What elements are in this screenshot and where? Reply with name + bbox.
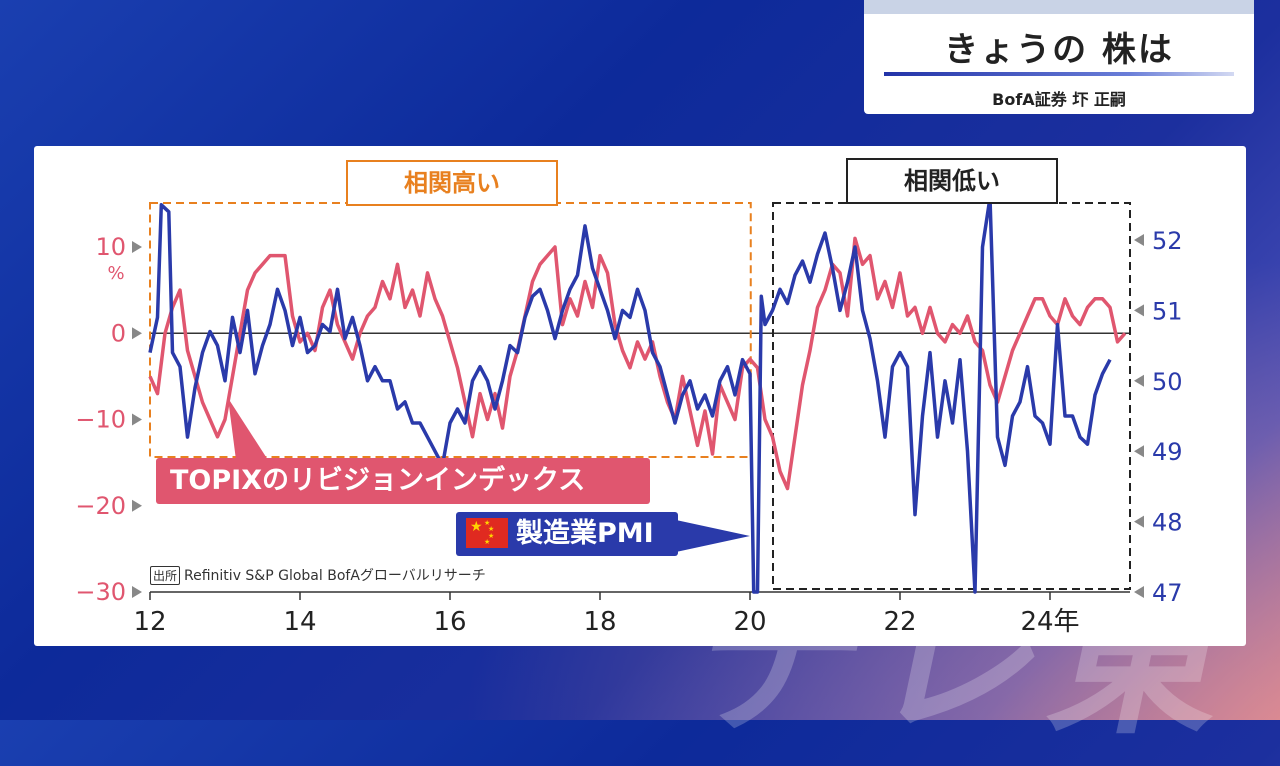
right-tick-marker bbox=[1134, 304, 1144, 317]
right-tick-marker bbox=[1134, 515, 1144, 528]
x-tick-label: 14 bbox=[283, 607, 316, 637]
left-tick-label: −20 bbox=[75, 492, 126, 520]
left-tick-label: 10 bbox=[95, 233, 126, 261]
topix-series-label: TOPIXのリビジョンインデックス bbox=[156, 458, 650, 504]
x-tick-label: 12 bbox=[133, 607, 166, 637]
left-tick-label: −30 bbox=[75, 578, 126, 606]
x-tick-label: 16 bbox=[433, 607, 466, 637]
right-tick-label: 50 bbox=[1152, 368, 1183, 396]
left-tick-marker bbox=[132, 327, 142, 340]
guest-name: BofA証券 圷 正嗣 bbox=[992, 90, 1126, 109]
source-tag: 出所 bbox=[150, 566, 181, 585]
program-title: きょうの 株は bbox=[944, 30, 1174, 70]
chart-card bbox=[34, 146, 1246, 646]
right-tick-label: 49 bbox=[1152, 438, 1183, 466]
right-tick-label: 52 bbox=[1152, 227, 1183, 255]
right-tick-label: 47 bbox=[1152, 579, 1183, 607]
pmi-series-line bbox=[148, 196, 1112, 594]
left-axis-unit: % bbox=[107, 263, 124, 284]
source-text: Refinitiv S&P Global BofAグローバルリサーチ bbox=[184, 568, 486, 584]
low-correlation-box bbox=[772, 202, 1131, 590]
left-tick-marker bbox=[132, 499, 142, 512]
high-correlation-label: 相関高い bbox=[346, 160, 558, 206]
low-correlation-label: 相関低い bbox=[846, 158, 1058, 204]
chart-svg: 10 0 −10 −20 −30% 52 51 50 49 48 47 12 14 16 18 20 22 24年 bbox=[75, 196, 1183, 637]
x-tick-label: 20 bbox=[733, 607, 766, 637]
left-tick-marker bbox=[132, 241, 142, 253]
x-tick-label: 24年 bbox=[1020, 607, 1079, 637]
left-tick-marker bbox=[132, 586, 142, 598]
title-top-strip bbox=[864, 0, 1254, 14]
right-tick-marker bbox=[1134, 586, 1144, 598]
left-tick-label: 0 bbox=[111, 319, 126, 347]
title-panel bbox=[864, 0, 1254, 114]
source-note: 出所 Refinitiv S&P Global BofAグローバルリサーチ bbox=[150, 565, 486, 585]
title-underline bbox=[884, 72, 1234, 76]
x-tick-label: 22 bbox=[883, 607, 916, 637]
right-tick-marker bbox=[1134, 374, 1144, 387]
china-flag-icon: ★ ★ ★ ★ ★ bbox=[466, 518, 508, 548]
right-tick-marker bbox=[1134, 234, 1144, 246]
x-tick-label: 18 bbox=[583, 607, 616, 637]
left-tick-label: −10 bbox=[75, 406, 126, 434]
left-tick-marker bbox=[132, 413, 142, 426]
right-tick-label: 48 bbox=[1152, 509, 1183, 537]
right-tick-marker bbox=[1134, 445, 1144, 458]
topix-series-line bbox=[148, 236, 1127, 491]
right-tick-label: 51 bbox=[1152, 297, 1183, 325]
